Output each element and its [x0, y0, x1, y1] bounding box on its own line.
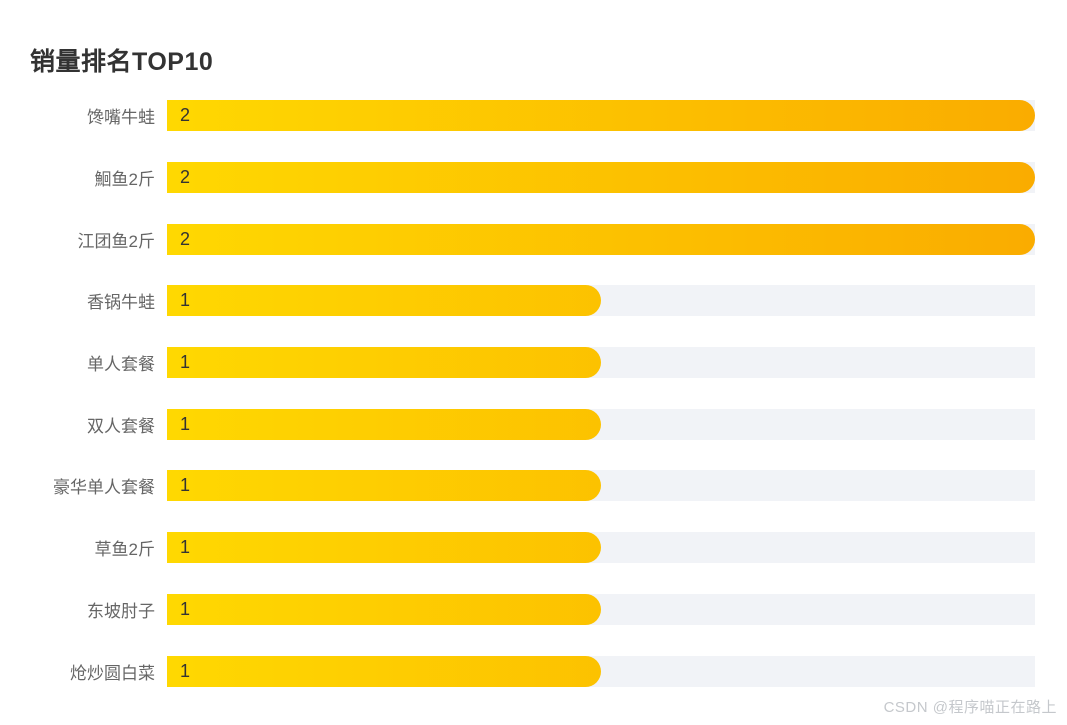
bar-value-label: 2 [180, 167, 191, 188]
bar-track: 1 [167, 593, 1035, 625]
chart-row: 香锅牛蛙 1 [0, 270, 1035, 332]
bar-category-label: 双人套餐 [87, 416, 155, 436]
bar-value-label: 1 [180, 475, 191, 496]
chart-row: 东坡肘子 1 [0, 579, 1035, 641]
chart-row: 馋嘴牛蛙 2 [0, 85, 1035, 147]
bar-track: 1 [167, 532, 1035, 564]
bar-value-label: 1 [180, 413, 191, 434]
chart-row: 炝炒圆白菜 1 [0, 640, 1035, 702]
bar-category-label: 炝炒圆白菜 [70, 663, 155, 683]
bar-track: 1 [167, 285, 1035, 317]
watermark: CSDN @程序喵正在路上 [883, 699, 1057, 716]
bar[interactable]: 1 [167, 470, 601, 502]
bar[interactable]: 1 [167, 655, 601, 687]
chart-row: 豪华单人套餐 1 [0, 455, 1035, 517]
chart-row: 草鱼2斤 1 [0, 517, 1035, 579]
bar-track: 1 [167, 408, 1035, 440]
bar[interactable]: 2 [167, 100, 1035, 132]
bar[interactable]: 2 [167, 162, 1035, 194]
bar[interactable]: 1 [167, 408, 601, 440]
bar-value-label: 1 [180, 660, 191, 681]
bar-track: 1 [167, 347, 1035, 379]
chart-row: 江团鱼2斤 2 [0, 208, 1035, 270]
bar[interactable]: 1 [167, 347, 601, 379]
bar[interactable]: 1 [167, 285, 601, 317]
bar-value-label: 1 [180, 598, 191, 619]
bar-value-label: 2 [180, 105, 191, 126]
chart-row: 鮰鱼2斤 2 [0, 147, 1035, 209]
bar-value-label: 1 [180, 537, 191, 558]
bar-value-label: 1 [180, 352, 191, 373]
bar-track: 1 [167, 655, 1035, 687]
bar-category-label: 香锅牛蛙 [87, 293, 155, 313]
bar-category-label: 馋嘴牛蛙 [87, 108, 155, 128]
chart-row: 单人套餐 1 [0, 332, 1035, 394]
bar-track: 2 [167, 100, 1035, 132]
bar[interactable]: 1 [167, 593, 601, 625]
bar-category-label: 东坡肘子 [87, 601, 155, 621]
bar-track: 2 [167, 162, 1035, 194]
bar-track: 1 [167, 470, 1035, 502]
bar-category-label: 豪华单人套餐 [53, 478, 155, 498]
chart-title: 销量排名TOP10 [30, 48, 214, 76]
bar-chart-rows: 馋嘴牛蛙 2 鮰鱼2斤 2 江团鱼2斤 2 香锅牛蛙 1 单人套餐 1 双人套餐 1 豪华单人套餐 1 草鱼… [0, 85, 1035, 702]
bar-category-label: 江团鱼2斤 [77, 231, 155, 251]
chart-row: 双人套餐 1 [0, 393, 1035, 455]
bar-track: 2 [167, 223, 1035, 255]
bar[interactable]: 1 [167, 532, 601, 564]
bar-value-label: 2 [180, 228, 191, 249]
bar-category-label: 鮰鱼2斤 [94, 170, 155, 190]
bar-category-label: 单人套餐 [87, 355, 155, 375]
bar-category-label: 草鱼2斤 [94, 540, 155, 560]
bar[interactable]: 2 [167, 223, 1035, 255]
bar-value-label: 1 [180, 290, 191, 311]
